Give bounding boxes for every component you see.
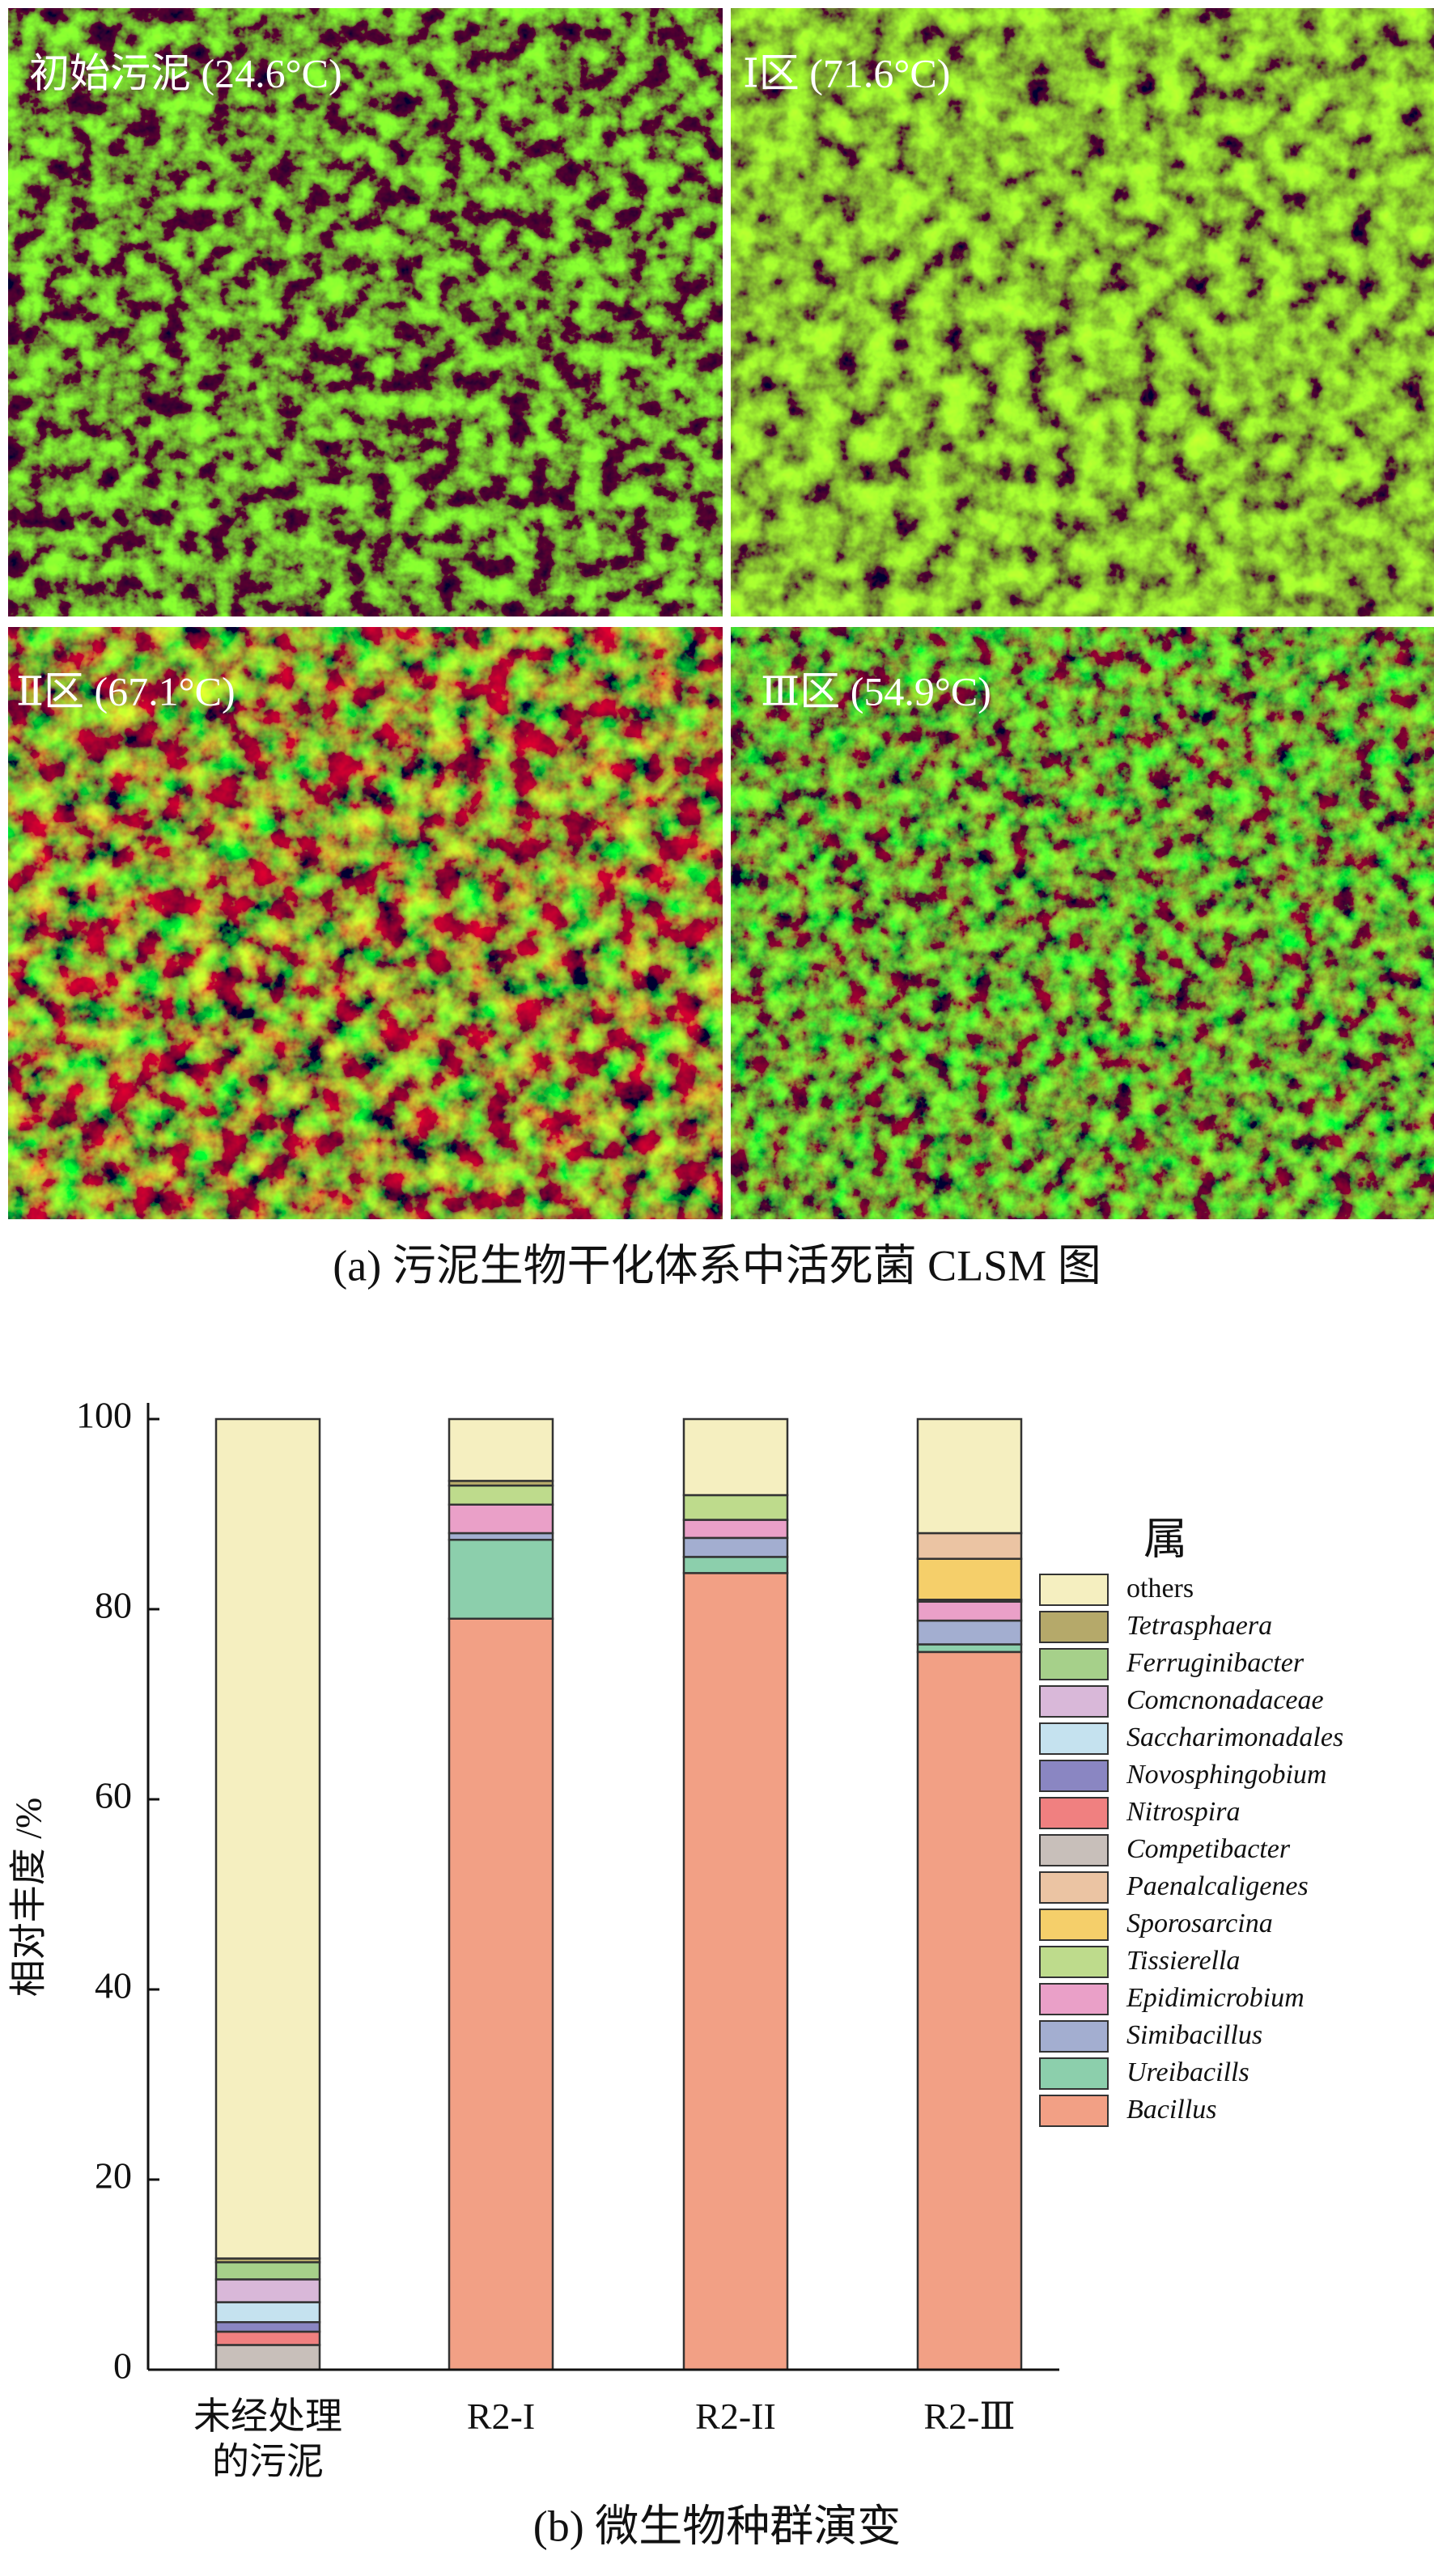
bar-segment [682,1572,789,2371]
legend-swatch [1039,1574,1109,1606]
legend-label: Comcnonadaceae [1126,1685,1324,1715]
legend-label: Sporosarcina [1126,1909,1273,1938]
legend-swatch [1039,2095,1109,2127]
bar-segment [682,1519,789,1540]
legend-swatch [1039,1909,1109,1941]
bar-segment [916,1417,1023,1535]
caption: (a) 污泥生物干化体系中活死菌 CLSM 图 [333,1241,1101,1290]
legend-label: others [1126,1574,1194,1604]
legend-swatch [1039,1946,1109,1978]
bar-segment [448,1485,554,1506]
y-axis-label: 相对丰度 /% [8,1798,49,1998]
legend-label: Simibacillus [1126,2020,1262,2050]
legend-label: Competibacter [1126,1834,1291,1864]
legend-swatch [1039,2020,1109,2053]
bar-segment [214,2278,321,2303]
bar-segment [916,1650,1023,2371]
bar-segment [214,2321,321,2333]
bar-segment [448,1503,554,1535]
bar-segment [916,1600,1023,1622]
bar-segment [214,2330,321,2346]
clsm-image [731,627,1434,1219]
bar-segment [214,2344,321,2371]
legend-title: 属 [1143,1515,1187,1563]
bar-segment [916,1619,1023,1646]
panel-label: Ⅲ区 (54.9°C) [761,668,991,714]
x-tick-label: 未经处理的污泥 [193,2396,342,2482]
legend-swatch [1039,1834,1109,1866]
x-tick-label: R2-I [467,2396,535,2437]
bar-segment [214,2260,321,2281]
x-tick-label: R2-II [695,2396,776,2437]
legend-label: Saccharimonadales [1126,1722,1343,1752]
legend-label: Novosphingobium [1126,1760,1326,1790]
legend-swatch [1039,1648,1109,1680]
legend-swatch [1039,1722,1109,1755]
legend-label: Ferruginibacter [1126,1648,1305,1678]
y-tick-label: 100 [76,1395,132,1436]
microscopy-panels: 初始污泥 (24.6°C) Ⅰ区 (71.6°C) Ⅱ区 (67.1°C) Ⅲ区… [8,8,1434,1290]
legend-swatch [1039,1760,1109,1792]
bar-segment [916,1532,1023,1560]
legend-swatch [1039,1871,1109,1904]
bar-segment [682,1417,789,1497]
legend-label: Tetrasphaera [1126,1611,1272,1641]
panel-label: Ⅱ区 (67.1°C) [16,668,235,714]
bar-segment [448,1617,554,2371]
clsm-image [731,8,1434,616]
y-tick-label: 80 [95,1585,132,1626]
panel-label: 初始污泥 (24.6°C) [29,50,342,95]
y-tick-label: 20 [95,2155,132,2197]
x-tick-label: R2-Ⅲ [923,2396,1015,2437]
bar-segment [214,1417,321,2260]
y-tick-label: 60 [95,1775,132,1816]
legend-swatch [1039,1983,1109,2015]
bar-segment [448,1417,554,1482]
bar-segment [214,2301,321,2324]
clsm-image [8,627,723,1219]
legend-swatch [1039,1685,1109,1718]
legend-label: Tissierella [1126,1946,1240,1976]
legend-swatch [1039,1611,1109,1643]
bar-segment [682,1536,789,1558]
bar-segment [916,1557,1023,1601]
legend-label: Paenalcaligenes [1126,1871,1309,1901]
clsm-image [8,8,723,616]
caption: (b) 微生物种群演变 [533,2502,901,2550]
legend-label: Epidimicrobium [1126,1983,1305,2013]
y-tick-label: 40 [95,1965,132,2006]
y-tick-label: 0 [113,2345,132,2387]
legend-swatch [1039,2057,1109,2090]
bar-segment [916,1643,1023,1654]
legend-label: Bacillus [1126,2095,1216,2125]
legend-label: Ureibacills [1126,2057,1249,2087]
bar-segment [448,1538,554,1620]
legend-swatch [1039,1797,1109,1829]
bar-segment [682,1493,789,1521]
legend-label: Nitrospira [1126,1797,1240,1827]
panel-label: Ⅰ区 (71.6°C) [743,50,950,95]
bar-segment [682,1556,789,1574]
